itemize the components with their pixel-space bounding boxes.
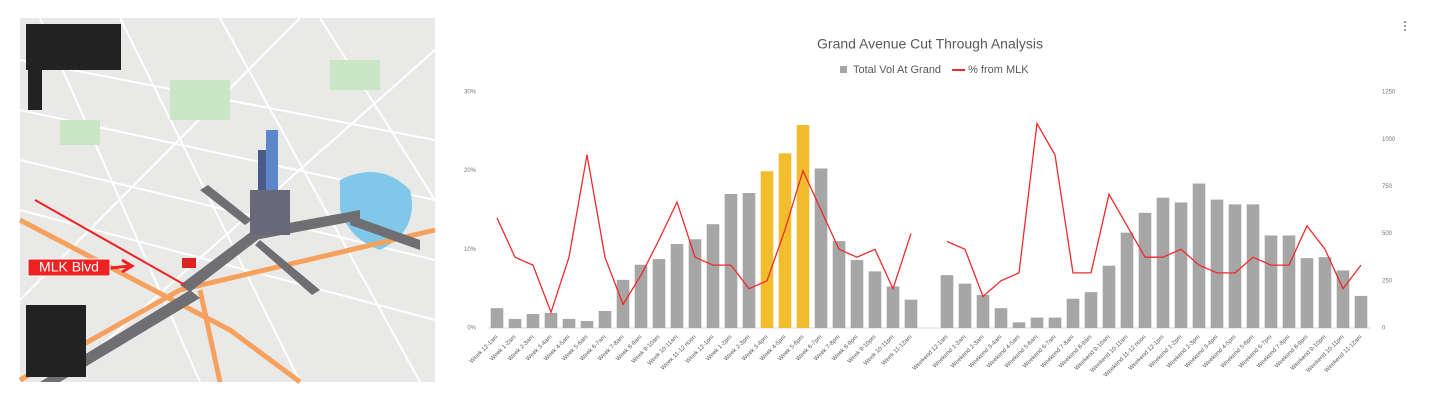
bar (850, 260, 864, 328)
bar (1264, 235, 1278, 328)
bar (1138, 212, 1152, 328)
x-tick-label: Weekend 6-7pm (1238, 334, 1273, 369)
annotation-arrow (109, 258, 135, 274)
bar (1084, 292, 1098, 328)
bar (940, 275, 954, 328)
bar (562, 318, 576, 328)
bar (1300, 258, 1314, 328)
bar (508, 318, 522, 328)
bar (580, 321, 594, 328)
bar (598, 311, 612, 328)
bar (1156, 197, 1170, 328)
x-tick-label: Weekend 5-6pm (1220, 334, 1255, 369)
x-tick-label: Weekend 4-5pm (1202, 334, 1237, 369)
bar (1354, 295, 1368, 328)
bar (490, 308, 504, 328)
y2-tick-label: 500 (1382, 231, 1393, 237)
vehicle-icon (182, 258, 196, 268)
y2-tick-label: 750 (1382, 184, 1393, 190)
x-tick-label: Weekend 2-3am (950, 334, 985, 369)
bar (688, 239, 702, 328)
legend: Total Vol At Grand % from MLK (840, 64, 1029, 76)
x-tick-label: Weekend 8-9am (1058, 334, 1093, 369)
bar (796, 125, 810, 328)
y-tick-label: 30% (464, 90, 477, 96)
y-tick-label: 10% (464, 247, 477, 253)
bar (526, 314, 540, 328)
x-tick-label: Weekend 3-4pm (1184, 334, 1219, 369)
bar (1318, 257, 1332, 328)
parks (60, 60, 380, 145)
bar (1030, 317, 1044, 328)
legend-swatch (840, 66, 847, 73)
bar (994, 308, 1008, 328)
annotation-label: MLK Blvd (39, 259, 99, 275)
y2-tick-label: 250 (1382, 278, 1393, 284)
volume-block (250, 190, 290, 235)
bar (832, 241, 846, 328)
annotation-box (27, 258, 111, 277)
bar (958, 283, 972, 328)
bar (1246, 204, 1260, 328)
bar (724, 193, 738, 328)
bar (814, 168, 828, 328)
x-tick-label: Weekend 6-7am (1022, 334, 1057, 369)
x-tick-label: Weekend 3-4am (968, 334, 1003, 369)
bar (670, 243, 684, 328)
bar (778, 153, 792, 328)
bar (1192, 183, 1206, 328)
x-tick-label: Weekend 7-8am (1040, 334, 1075, 369)
bar (904, 299, 918, 328)
map-view: MLK Blvd (18, 17, 436, 385)
bar (868, 271, 882, 328)
x-tick-label: Weekend 1-2pm (1148, 334, 1183, 369)
x-tick-label: Weekend 1-2am (932, 334, 967, 369)
y-tick-label: 20% (464, 168, 477, 174)
annotation-line (34, 199, 186, 286)
chart-title: Grand Avenue Cut Through Analysis (817, 36, 1043, 52)
bar (742, 193, 756, 328)
tool-bar (28, 40, 42, 110)
bar (1102, 265, 1116, 328)
x-tick-label: Weekend 2-3pm (1166, 334, 1201, 369)
lake (340, 172, 412, 250)
line (496, 121, 1362, 315)
bar (976, 294, 990, 328)
bar (706, 224, 720, 328)
x-tick-label: Weekend 7-8pm (1256, 334, 1291, 369)
bar (1174, 202, 1188, 328)
y-tick-label: 0% (467, 326, 476, 332)
bar (1120, 232, 1134, 328)
bar (1066, 298, 1080, 328)
bar (760, 171, 774, 328)
bar (652, 259, 666, 328)
chart: Grand Avenue Cut Through Analysis 0% 10% 2… (464, 21, 1406, 379)
x-tick-label: Weekend 8-9pm (1274, 334, 1309, 369)
menu-icon[interactable] (1404, 21, 1406, 31)
legend-label: % from MLK (968, 64, 1029, 76)
bar (1048, 317, 1062, 328)
bar (544, 312, 558, 328)
bar (1210, 199, 1224, 328)
y2-tick-label: 0 (1382, 326, 1386, 332)
bar (886, 286, 900, 328)
y2-tick-label: 1250 (1382, 90, 1396, 96)
bar (1228, 204, 1242, 328)
legend-label: Total Vol At Grand (853, 64, 941, 76)
y2-tick-label: 1000 (1382, 137, 1396, 143)
x-tick-label: Weekend 4-5am (986, 334, 1021, 369)
x-tick-label: Weekend 5-6am (1004, 334, 1039, 369)
legend-panel (26, 305, 86, 377)
bar (1282, 235, 1296, 328)
bar (1012, 322, 1026, 328)
